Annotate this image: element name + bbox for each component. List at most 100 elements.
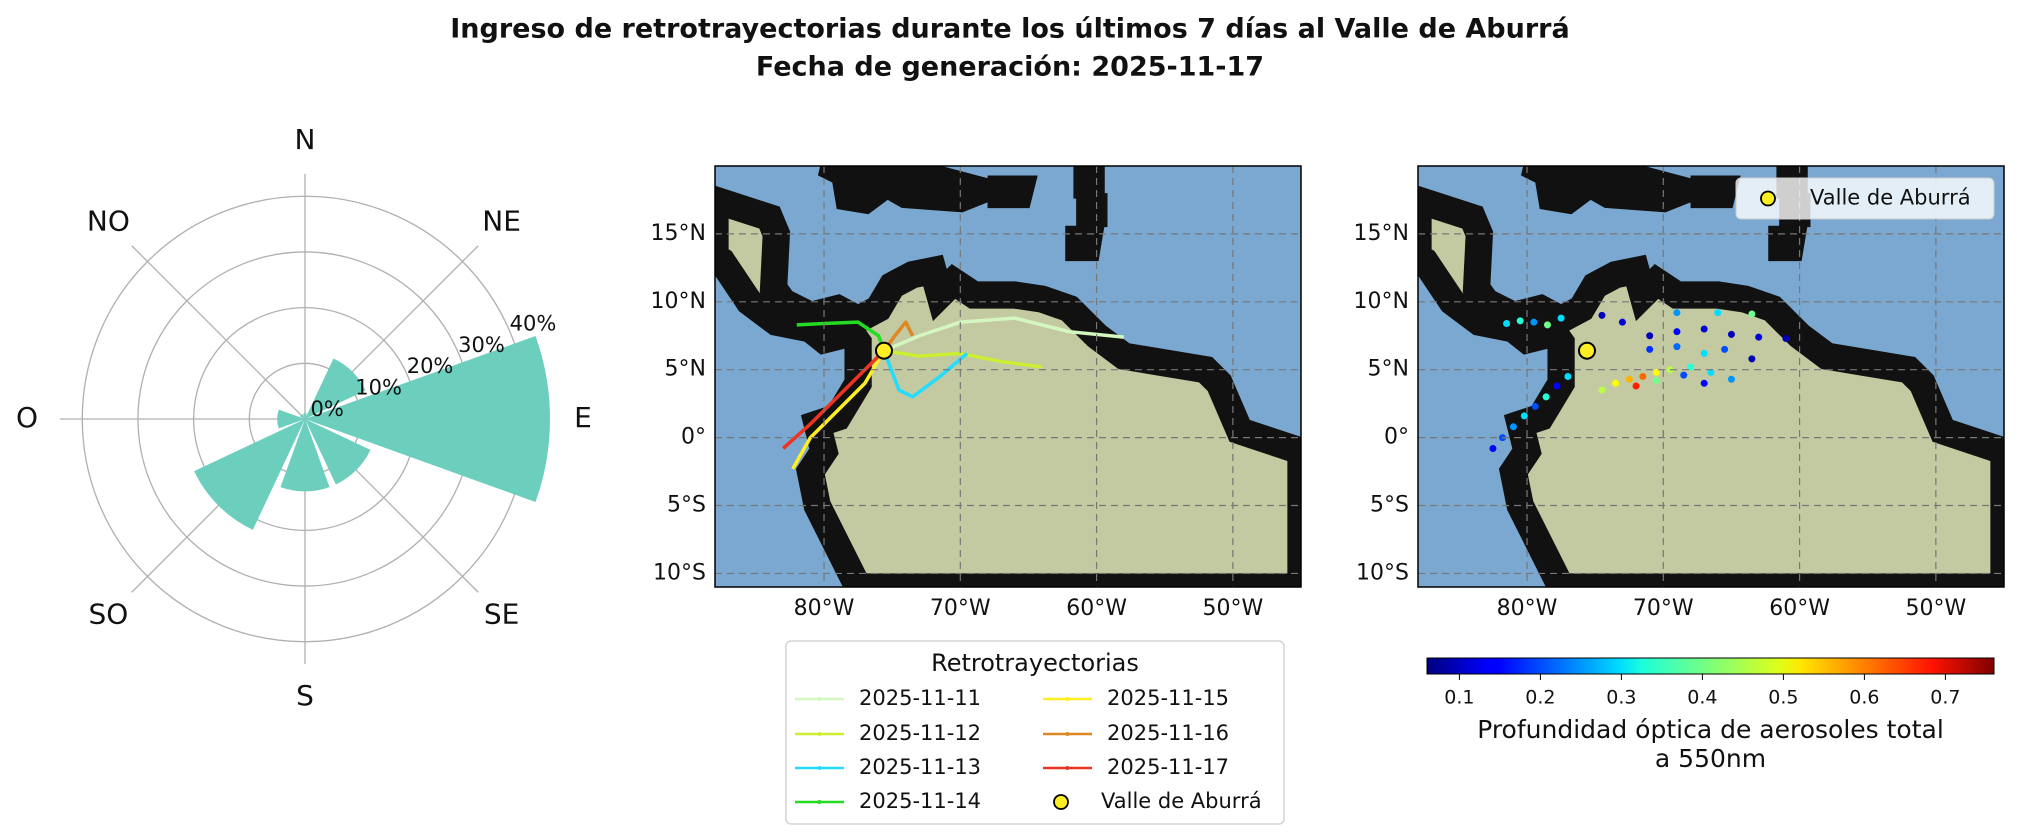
aod-point [1598,386,1606,394]
aod-point [1748,310,1756,318]
aod-point [1543,321,1551,329]
aod-point [1721,345,1729,353]
trajectory [791,349,886,470]
legend-label: 2025-11-11 [859,686,981,710]
bar [194,419,305,530]
aod-point [1652,377,1660,385]
legend-marker [1760,190,1776,207]
aod-point [1509,423,1517,431]
x-tick-label: 70°W [930,596,991,621]
aod-point [1503,320,1511,328]
y-tick-label: 0° [1384,425,1409,450]
spoke [131,245,306,420]
trajectory [883,316,1125,353]
axes-frame [1417,165,2005,588]
legend-swatch-dot [817,697,822,701]
legend-marker [1053,794,1069,810]
bar [277,409,305,429]
y-tick-label: 10°N [1354,289,1409,314]
y-tick-label: 15°N [1354,221,1409,246]
direction-label: O [16,401,38,434]
aod-point [1531,402,1539,410]
subtitle: Fecha de generación: 2025-11-17 [756,52,1264,83]
aod-point [1748,355,1756,363]
trajectory [781,349,886,450]
y-tick-label: 10°S [653,560,706,585]
y-tick-label: 15°N [651,221,706,246]
x-tick-label: 60°W [1066,596,1127,621]
aod-point [1755,333,1763,341]
colorbar-tick-label: 0.5 [1768,687,1798,709]
colorbar-tick-label: 0.6 [1849,687,1879,709]
colorbar-tick-label: 0.2 [1525,687,1555,709]
legend-label: 2025-11-16 [1107,721,1229,745]
colorbar-tick-label: 0.4 [1687,687,1717,709]
bar [303,413,307,419]
y-tick-label: 10°S [1356,560,1409,585]
y-tick-label: 5°N [1368,357,1409,382]
aod-point [1727,330,1735,338]
direction-label: NE [482,204,521,237]
aod-point [1542,393,1550,401]
aod-point [1553,382,1561,390]
y-tick-label: 0° [681,425,706,450]
colorbar-label: a 550nm [1655,744,1766,773]
trajectory [796,320,886,352]
y-tick-label: 5°N [665,357,706,382]
wind-rose: N NE E SE S SO O NO 0% 10%20%30%40% [16,123,592,712]
aod-point [1700,325,1708,333]
aod-point [1646,345,1654,353]
aod-point [1687,363,1695,371]
title: Ingreso de retrotrayectorias durante los… [450,14,1569,45]
site-marker [874,341,893,360]
radial-tick-label: 0% [311,397,344,421]
legend-swatch-dot [817,800,822,804]
colorbar-tick-label: 0.3 [1606,687,1636,709]
aod-point [1520,412,1528,420]
x-tick-label: 80°W [794,596,855,621]
bar [280,419,330,492]
legend-label: 2025-11-13 [859,755,981,779]
y-tick-label: 10°N [651,289,706,314]
aod-point [1714,309,1722,317]
aod-point [1564,373,1572,380]
aod-point [1707,368,1715,376]
colorbar-tick-label: 0.1 [1444,687,1474,709]
x-tick-label: 60°W [1769,596,1830,621]
aod-map: 80°W 70°W 60°W 50°W 15°N 10°N 5°N 0° 5°S 10°S Vall… [1354,165,2005,773]
aod-point [1489,444,1497,452]
axes-frame [714,165,1302,588]
aod-point [1625,375,1633,383]
aod-point [1782,334,1790,342]
x-tick-label: 50°W [1905,596,1966,621]
radial-tick-label: 10% [355,376,402,400]
aod-point [1516,317,1524,325]
aod-point [1700,349,1708,357]
legend-title: Retrotrayectorias [931,649,1139,677]
aod-point [1530,318,1538,326]
aod-point [1639,373,1647,380]
direction-label: SO [89,598,129,631]
aod-point [1557,314,1565,322]
trajectory [883,348,1043,369]
legend-swatch-dot [1065,766,1070,770]
legend-label: Valle de Aburrá [1810,186,1971,210]
direction-label: E [574,401,592,434]
aod-point [1652,368,1660,376]
colorbar-label: Profundidad óptica de aerosoles total [1477,715,1944,744]
legend-box [1735,177,1995,220]
bar [305,336,550,502]
aod-point [1727,375,1735,383]
trajectory-map: 80°W 70°W 60°W 50°W 15°N 10°N 5°N 0° 5°S 10°S Retr… [651,165,1302,825]
colorbar-tick-label: 0.7 [1930,687,1960,709]
legend: Retrotrayectorias 2025-11-11 2025-11-12 202… [785,640,1285,825]
x-tick-label: 70°W [1633,596,1694,621]
legend-swatch-dot [817,732,822,736]
direction-label: S [296,679,314,712]
legend-box [785,640,1285,825]
bar [299,413,305,419]
aod-point [1612,379,1620,387]
colorbar [1426,657,1995,675]
marks [781,316,1125,470]
